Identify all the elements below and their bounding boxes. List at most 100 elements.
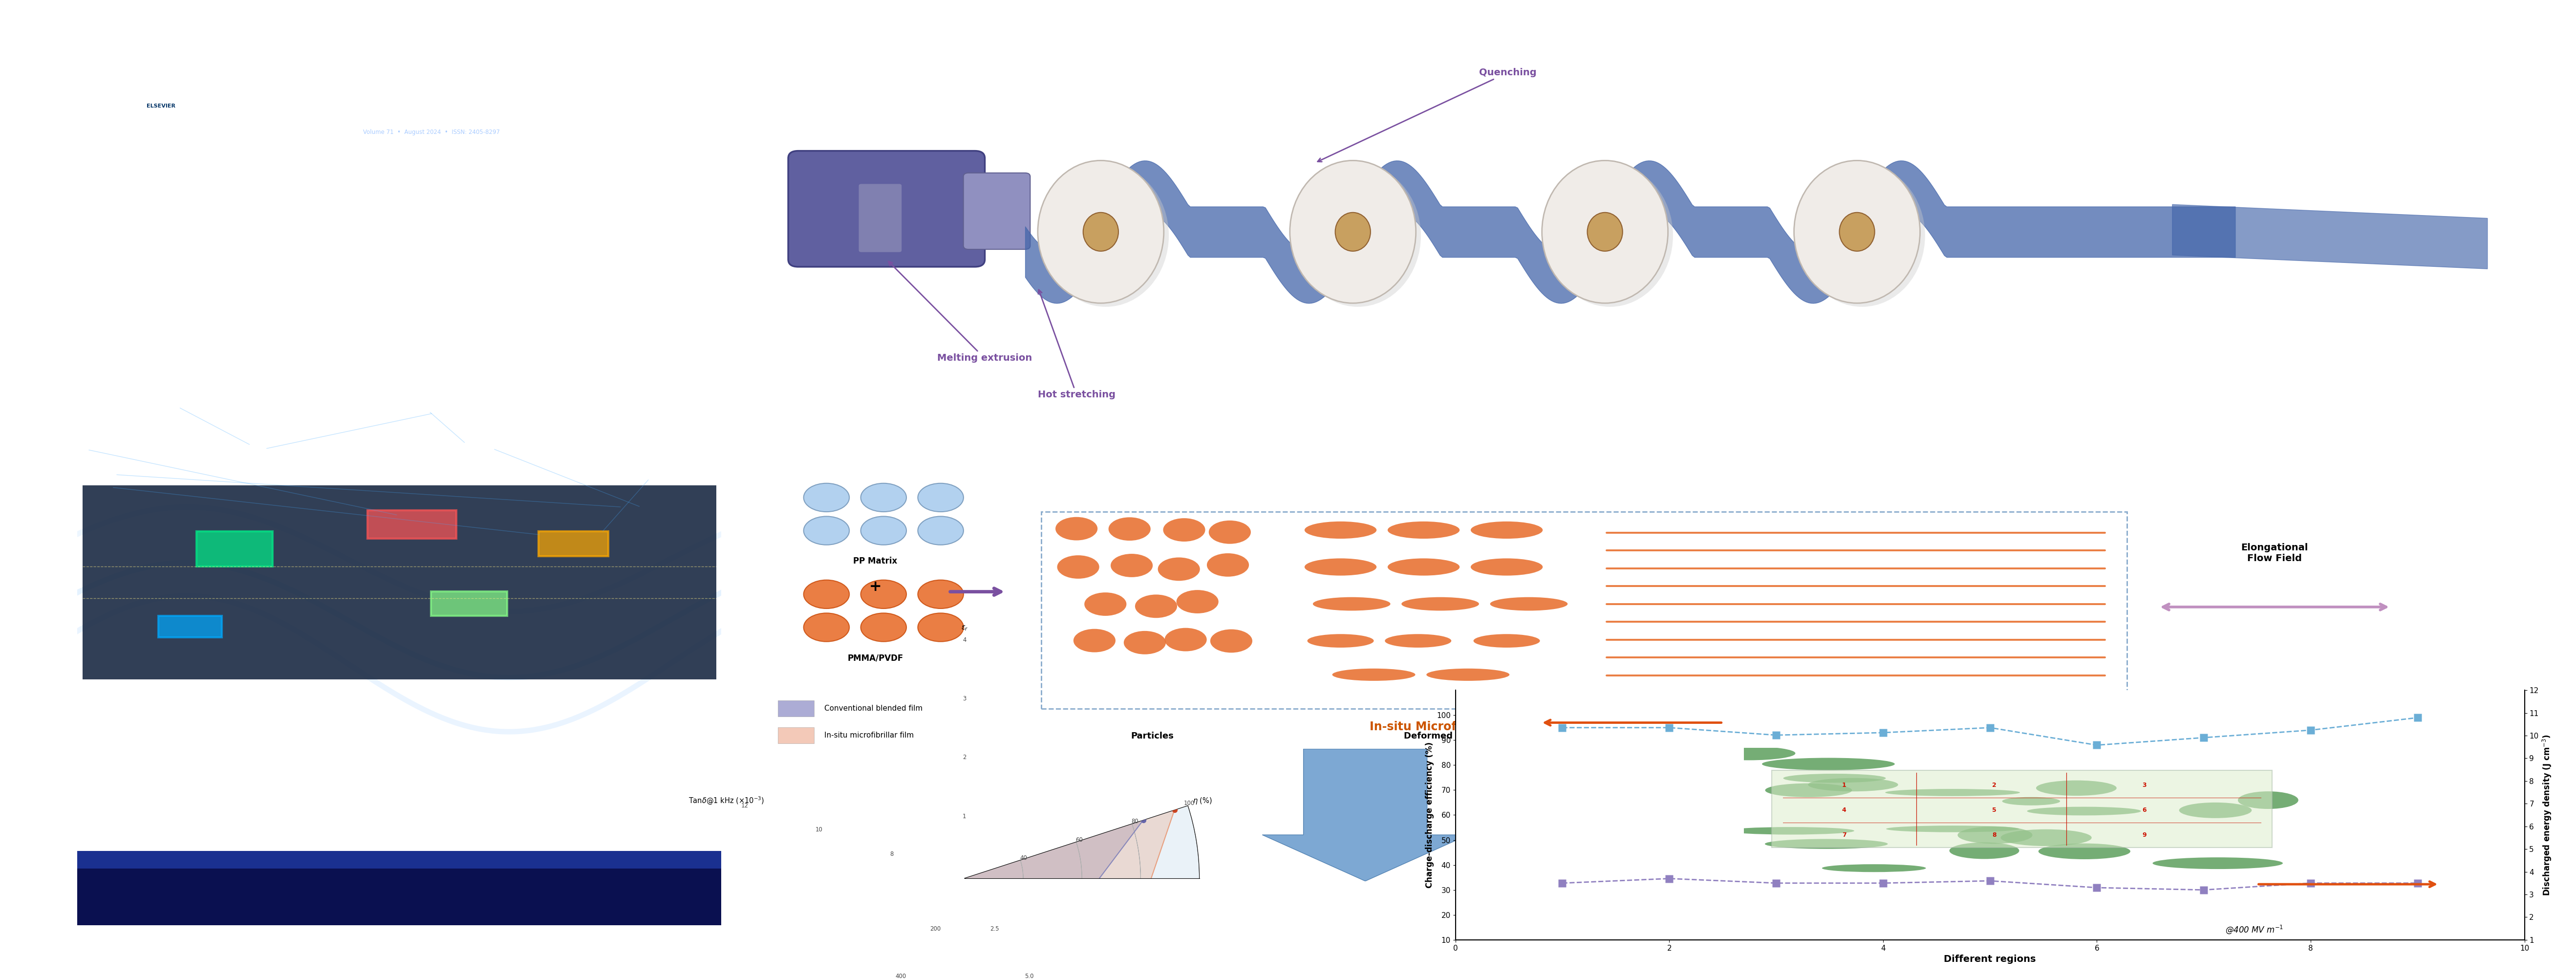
Circle shape — [860, 516, 907, 545]
Ellipse shape — [1388, 558, 1461, 576]
Ellipse shape — [1314, 597, 1391, 611]
Text: 100: 100 — [1185, 800, 1195, 807]
Polygon shape — [832, 684, 1175, 979]
Bar — [778, 727, 814, 744]
Ellipse shape — [1074, 629, 1115, 652]
Point — [1010, 961, 1051, 977]
Bar — [82, 486, 716, 679]
Circle shape — [917, 580, 963, 609]
Circle shape — [804, 484, 850, 512]
Circle shape — [860, 484, 907, 512]
Text: Elongational
Flow Field: Elongational Flow Field — [2241, 543, 2308, 563]
Text: @400 MV m$^{-1}$: @400 MV m$^{-1}$ — [2226, 924, 2282, 935]
Text: materials: materials — [322, 426, 541, 466]
FancyBboxPatch shape — [963, 173, 1030, 250]
Bar — [430, 591, 507, 616]
Ellipse shape — [1208, 553, 1249, 577]
Ellipse shape — [1082, 212, 1118, 252]
Ellipse shape — [1839, 212, 1875, 252]
Ellipse shape — [1177, 590, 1218, 614]
Text: 200: 200 — [930, 926, 940, 932]
Ellipse shape — [1587, 212, 1623, 252]
Y-axis label: Charge-discharge efficiency (%): Charge-discharge efficiency (%) — [1425, 742, 1435, 888]
Ellipse shape — [1208, 521, 1252, 544]
FancyBboxPatch shape — [103, 80, 245, 163]
Bar — [160, 616, 222, 637]
Ellipse shape — [1543, 161, 1669, 303]
Text: In-situ Microfibrillar Technology: In-situ Microfibrillar Technology — [1370, 722, 1577, 732]
Text: 1: 1 — [963, 814, 966, 819]
Ellipse shape — [1489, 597, 1569, 611]
Point — [1123, 813, 1164, 828]
Circle shape — [917, 613, 963, 641]
Ellipse shape — [1056, 517, 1097, 540]
Ellipse shape — [1038, 161, 1164, 303]
Text: Conventional blended film: Conventional blended film — [824, 705, 922, 712]
Ellipse shape — [1157, 557, 1200, 581]
Text: Volume 71  •  August 2024  •  ISSN: 2405-8297: Volume 71 • August 2024 • ISSN: 2405-829… — [363, 129, 500, 135]
FancyBboxPatch shape — [788, 151, 984, 267]
Bar — [368, 510, 456, 538]
Ellipse shape — [1056, 555, 1100, 579]
Text: energy: energy — [350, 217, 513, 256]
Text: PMMA/PVDF: PMMA/PVDF — [848, 654, 904, 662]
Text: 2.5: 2.5 — [989, 926, 999, 932]
Point — [943, 676, 984, 692]
Point — [775, 816, 817, 831]
Point — [871, 846, 912, 862]
Text: ELSEVIER: ELSEVIER — [147, 104, 175, 109]
Bar — [778, 701, 814, 717]
Ellipse shape — [1471, 522, 1543, 538]
Text: 10: 10 — [817, 826, 822, 833]
Text: Quenching: Quenching — [1319, 69, 1535, 162]
Circle shape — [917, 516, 963, 545]
Text: 2: 2 — [963, 755, 966, 761]
Ellipse shape — [1296, 164, 1422, 306]
Text: 8: 8 — [891, 851, 894, 858]
Ellipse shape — [1084, 592, 1126, 616]
Text: 80: 80 — [1131, 818, 1139, 824]
FancyBboxPatch shape — [858, 184, 902, 252]
Polygon shape — [796, 749, 1144, 979]
Ellipse shape — [1471, 558, 1543, 576]
Circle shape — [917, 484, 963, 512]
Ellipse shape — [1108, 517, 1151, 540]
Text: 40: 40 — [1020, 855, 1028, 862]
Polygon shape — [1262, 749, 1468, 881]
Ellipse shape — [1303, 522, 1376, 538]
Ellipse shape — [1798, 164, 1924, 306]
Ellipse shape — [1291, 161, 1417, 303]
Ellipse shape — [1427, 669, 1510, 680]
Text: Hot stretching: Hot stretching — [1038, 290, 1115, 399]
Ellipse shape — [1386, 634, 1450, 647]
Ellipse shape — [1334, 212, 1370, 252]
Circle shape — [860, 580, 907, 609]
Text: PP Matrix: PP Matrix — [853, 557, 896, 566]
Text: Melting extrusion: Melting extrusion — [889, 261, 1033, 362]
Ellipse shape — [1303, 558, 1376, 576]
Ellipse shape — [1309, 634, 1373, 647]
Text: Particles: Particles — [1131, 732, 1175, 740]
Text: +: + — [868, 580, 881, 593]
Text: Deformed particles: Deformed particles — [1404, 732, 1499, 740]
Ellipse shape — [1401, 597, 1479, 611]
Point — [1154, 802, 1195, 817]
Text: 3: 3 — [963, 696, 966, 702]
Text: 12: 12 — [742, 803, 750, 809]
Bar — [196, 532, 273, 567]
Text: Microfibrils: Microfibrils — [1834, 732, 1888, 740]
Text: In-situ microfibrillar film: In-situ microfibrillar film — [824, 732, 914, 739]
Ellipse shape — [1793, 161, 1919, 303]
Text: 4: 4 — [963, 637, 966, 643]
Bar — [538, 532, 608, 556]
Ellipse shape — [1211, 629, 1252, 653]
Y-axis label: Discharged energy density (J cm$^{-3}$): Discharged energy density (J cm$^{-3}$) — [2543, 734, 2553, 896]
Ellipse shape — [1332, 669, 1414, 680]
Text: 5.0: 5.0 — [1025, 973, 1033, 979]
Text: 400: 400 — [896, 973, 907, 979]
Text: 60: 60 — [1077, 837, 1082, 843]
Ellipse shape — [1548, 164, 1672, 306]
Circle shape — [860, 613, 907, 641]
X-axis label: Different regions: Different regions — [1945, 955, 2035, 964]
Ellipse shape — [1110, 554, 1151, 578]
